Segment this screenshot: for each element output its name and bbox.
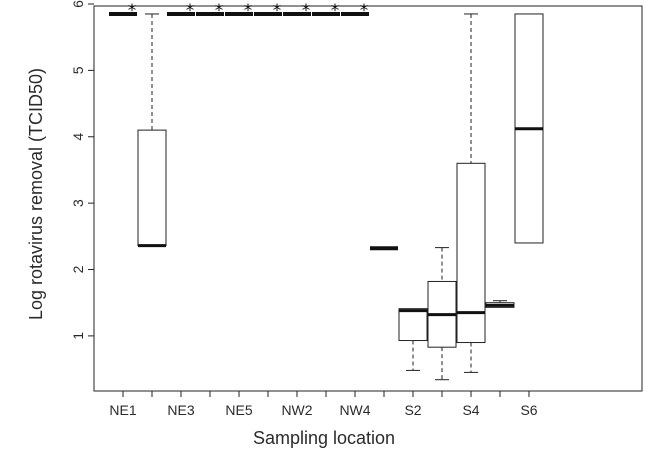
- box-s6: [514, 13, 544, 244]
- y-tick-label: 6: [70, 0, 86, 8]
- box-rect: [398, 308, 428, 342]
- box-ne6: *: [254, 1, 282, 21]
- y-tick-label: 2: [70, 265, 86, 273]
- x-tick-label: NE3: [167, 402, 194, 418]
- x-tick-label: NW2: [281, 402, 312, 418]
- box-s4: [456, 13, 486, 373]
- x-tick-label: S6: [520, 402, 537, 418]
- x-axis: NE1 NE3 NE5 NW2 NW4 S2 S4 S6: [109, 391, 538, 418]
- y-axis-title: Log rotavirus removal (TCID50): [26, 68, 46, 320]
- box-nw4: *: [341, 1, 369, 21]
- significance-star: *: [360, 1, 369, 21]
- significance-star: *: [244, 1, 253, 21]
- x-tick-label: NE1: [109, 402, 136, 418]
- significance-star: *: [186, 1, 195, 21]
- boxes-layer: * * * * * * * *: [109, 1, 544, 381]
- box-ne2: [137, 13, 167, 248]
- y-tick-label: 3: [70, 199, 86, 207]
- significance-star: *: [215, 1, 224, 21]
- significance-star: *: [302, 1, 311, 21]
- box-rect: [137, 129, 167, 247]
- box-ne5: *: [225, 1, 253, 21]
- x-tick-label: NE5: [225, 402, 252, 418]
- significance-star: *: [128, 1, 137, 21]
- box-ne4: *: [196, 1, 224, 21]
- y-tick-label: 4: [70, 133, 86, 141]
- y-tick-label: 5: [70, 66, 86, 74]
- x-tick-label: NW4: [339, 402, 370, 418]
- box-s3: [427, 247, 457, 381]
- box-nw2: *: [283, 1, 311, 21]
- box-rect: [456, 162, 486, 344]
- box-s2: [398, 308, 428, 371]
- x-axis-title: Sampling location: [253, 428, 395, 448]
- significance-star: *: [331, 1, 340, 21]
- x-tick-label: S4: [462, 402, 479, 418]
- box-nw3: *: [312, 1, 340, 21]
- box-ne3: *: [167, 1, 195, 21]
- box-ne1: *: [109, 1, 137, 21]
- box-s5: [485, 300, 515, 308]
- x-tick-label: S2: [404, 402, 421, 418]
- y-axis: 1 2 3 4 5 6: [70, 0, 94, 340]
- y-tick-label: 1: [70, 332, 86, 340]
- significance-star: *: [273, 1, 282, 21]
- plot-frame: [93, 5, 643, 392]
